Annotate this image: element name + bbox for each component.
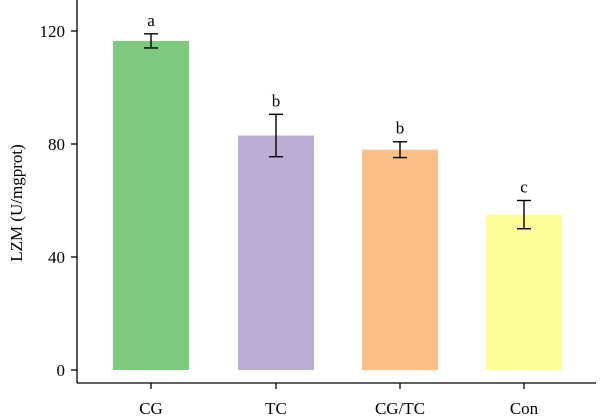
bar-con [486, 214, 562, 370]
y-tick-label: 40 [48, 248, 65, 267]
significance-label: b [396, 119, 405, 138]
bar-cg [113, 40, 189, 370]
bar-cg-tc [362, 149, 438, 370]
y-axis-title: LZM (U/mgprot) [7, 144, 26, 262]
x-tick-label: Con [510, 399, 539, 418]
y-tick-label: 0 [57, 361, 66, 380]
x-tick-label: CG [139, 399, 163, 418]
plot-area: 0 40 80 120 CG TC CG/TC Con a b b c [40, 0, 596, 418]
significance-label: c [520, 178, 528, 197]
significance-label: a [147, 11, 155, 30]
y-tick-label: 80 [48, 135, 65, 154]
x-tick-label: TC [265, 399, 287, 418]
x-tick-label: CG/TC [375, 399, 425, 418]
y-tick-label: 120 [40, 22, 66, 41]
significance-label: b [272, 91, 281, 110]
bar-tc [238, 135, 314, 370]
